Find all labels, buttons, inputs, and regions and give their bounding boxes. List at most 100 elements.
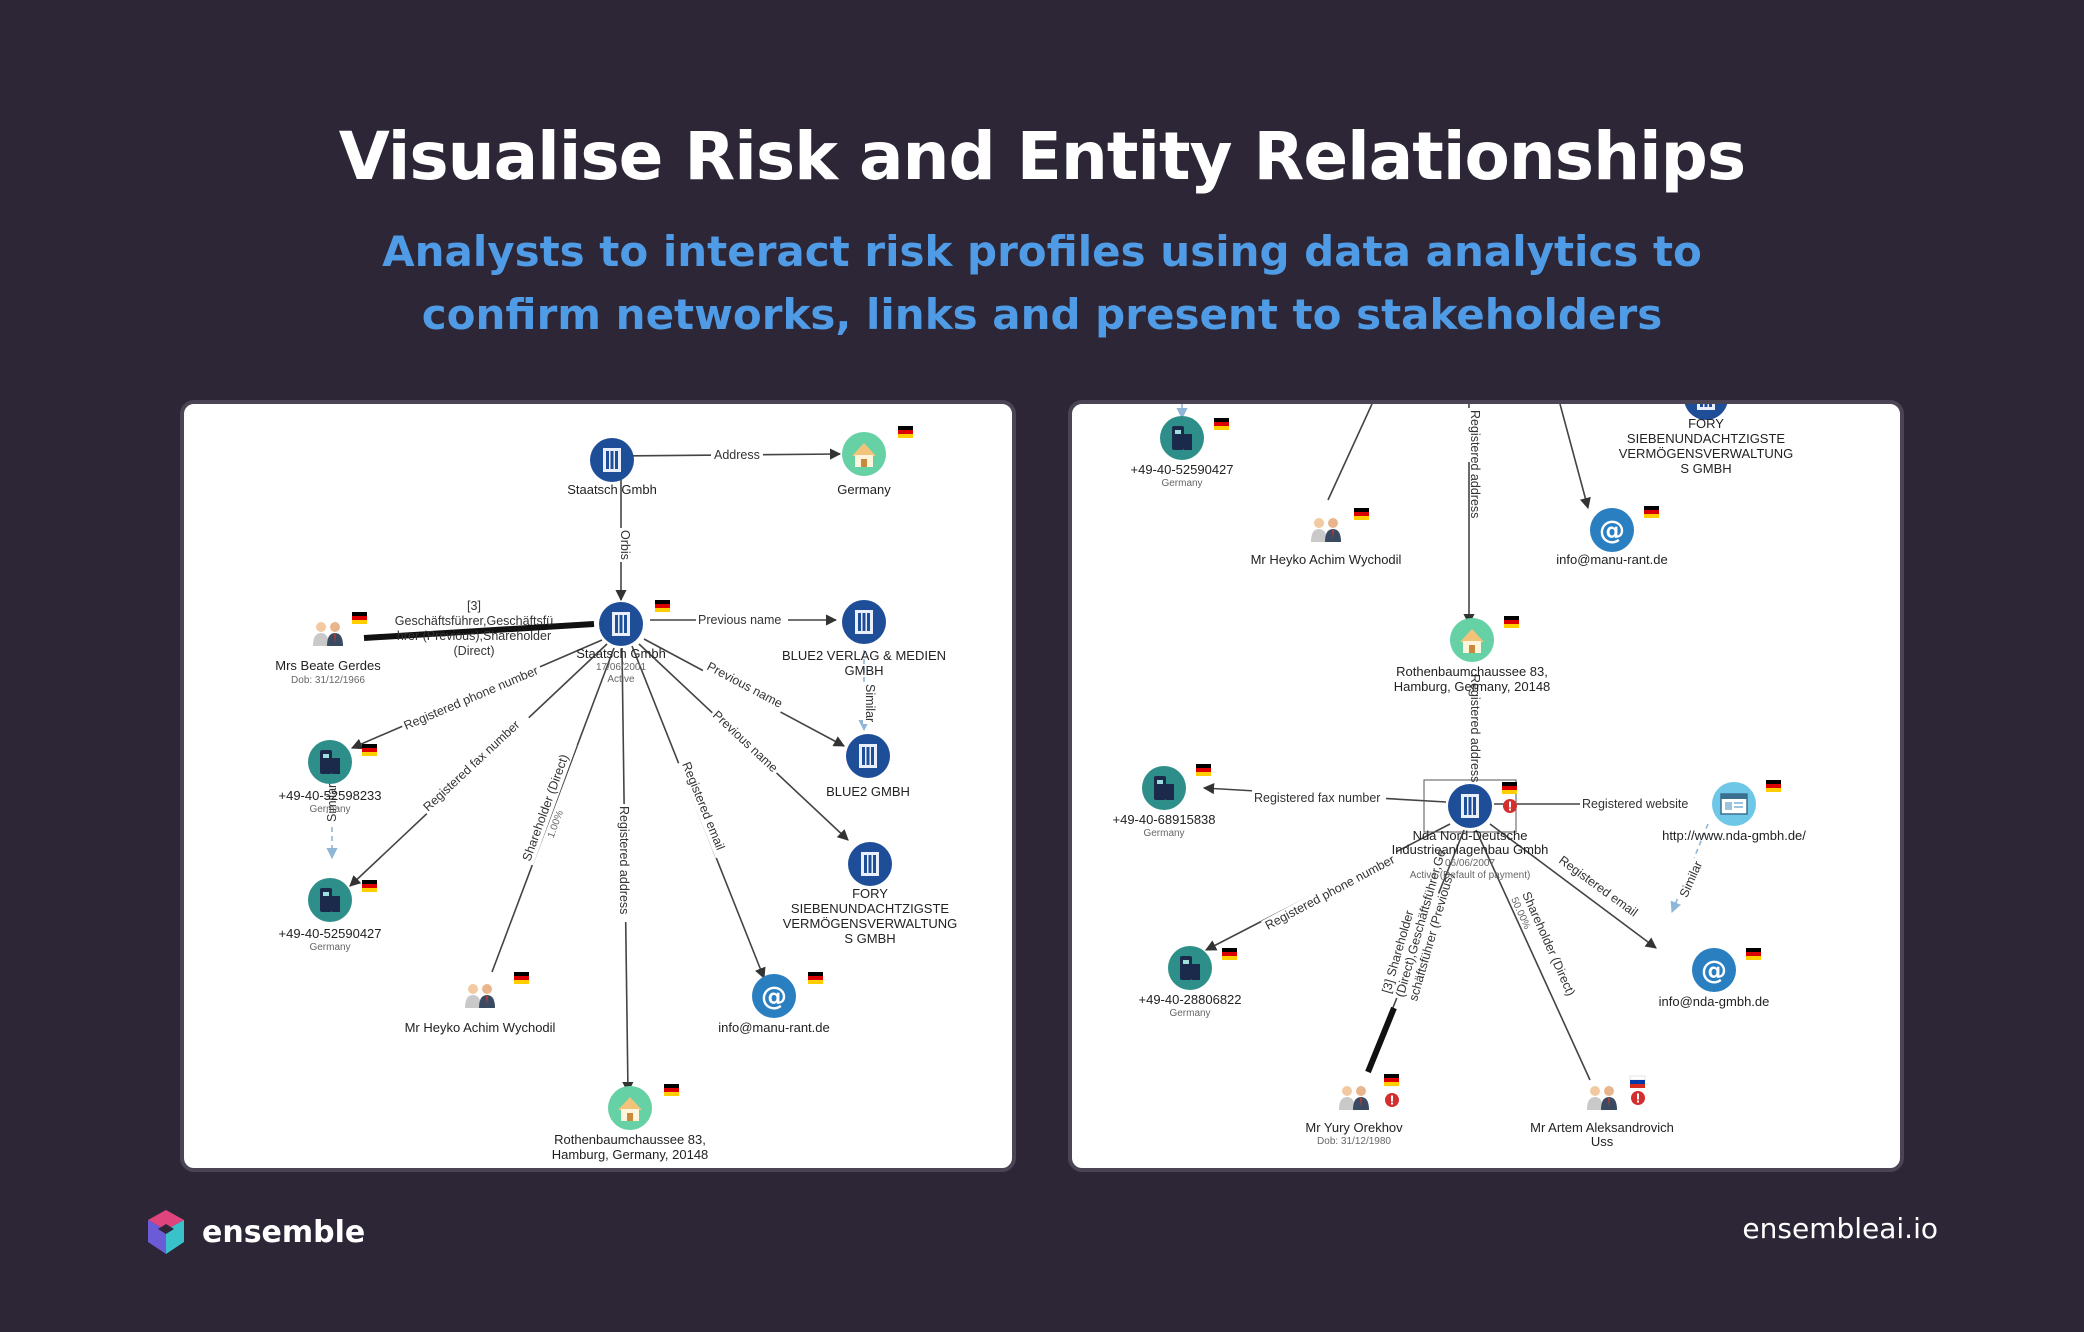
edge-label-similar-2: Similar	[325, 784, 339, 822]
network-graph-left[interactable]: Address Orbis [3] Geschäftsführer,Geschä…	[180, 400, 1016, 1172]
node-rothenbaum[interactable]: Rothenbaumchaussee 83, Hamburg, Germany,…	[552, 1084, 709, 1162]
svg-text:17/06/2001: 17/06/2001	[596, 662, 646, 673]
flag-de-icon	[664, 1084, 679, 1096]
node-fax[interactable]: +49-40-68915838 Germany	[1112, 764, 1216, 839]
svg-text:+49-40-52598233: +49-40-52598233	[278, 788, 381, 803]
flag-de-icon	[1766, 780, 1781, 792]
edge-label-reg-email: Registered email	[679, 760, 727, 852]
node-yury[interactable]: Mr Yury Orekhov Dob: 31/12/1980	[1305, 1074, 1403, 1147]
svg-text:info@manu-rant.de: info@manu-rant.de	[1556, 552, 1667, 567]
node-nda[interactable]: Nda Nord-Deutsche Industrieanlagenbau Gm…	[1392, 779, 1549, 881]
flag-de-icon	[898, 426, 913, 438]
edge-label-role-1: [3]	[467, 599, 481, 613]
svg-text:Active: Active	[607, 674, 635, 685]
flag-de-icon	[808, 972, 823, 984]
edges-right	[1176, 404, 1709, 1081]
risk-alert-icon	[1503, 799, 1517, 813]
node-email[interactable]: info@manu-rant.de	[718, 972, 830, 1035]
edge-label-reg-website: Registered website	[1582, 797, 1688, 811]
svg-text:BLUE2 VERLAG & MEDIEN: BLUE2 VERLAG & MEDIEN	[782, 648, 946, 663]
flag-de-icon	[655, 600, 670, 612]
risk-alert-icon	[1385, 1093, 1399, 1107]
svg-text:Germany: Germany	[1161, 478, 1202, 489]
svg-text:Hamburg, Germany, 20148: Hamburg, Germany, 20148	[1394, 679, 1551, 694]
svg-text:S GMBH: S GMBH	[1680, 461, 1731, 476]
svg-text:Industrieanlagenbau Gmbh: Industrieanlagenbau Gmbh	[1392, 842, 1549, 857]
svg-text:FORY: FORY	[852, 886, 888, 901]
flag-de-icon	[1354, 508, 1369, 520]
edge-label-reg-address-top: Registered address	[1468, 410, 1482, 518]
svg-text:Staatsch Gmbh: Staatsch Gmbh	[576, 646, 666, 661]
edge-label-reg-address: Registered address	[1468, 674, 1482, 782]
edge-label-previous-name-3: Previous name	[710, 708, 781, 775]
edge-label-previous-name-2: Previous name	[705, 659, 785, 711]
svg-text:FORY: FORY	[1688, 416, 1724, 431]
edge-label-similar: Similar	[1677, 859, 1705, 900]
flag-de-icon	[1384, 1074, 1399, 1086]
node-blue2-verlag[interactable]: BLUE2 VERLAG & MEDIEN GMBH	[782, 600, 946, 678]
flag-de-icon	[1196, 764, 1211, 776]
website-link[interactable]: ensembleai.io	[1742, 1212, 1938, 1245]
node-blue2[interactable]: BLUE2 GMBH	[826, 734, 910, 799]
svg-text:Germany: Germany	[1169, 1008, 1210, 1019]
node-rothenbaum[interactable]: Rothenbaumchaussee 83, Hamburg, Germany,…	[1394, 616, 1551, 694]
svg-text:Germany: Germany	[837, 482, 891, 497]
svg-text:Mr Heyko Achim Wychodil: Mr Heyko Achim Wychodil	[405, 1020, 556, 1035]
page-title: Visualise Risk and Entity Relationships	[338, 118, 1746, 195]
node-email-bottom[interactable]: info@nda-gmbh.de	[1659, 948, 1770, 1009]
node-fory[interactable]: FORY SIEBENUNDACHTZIGSTE VERMÖGENSVERWAL…	[1619, 404, 1794, 476]
node-heyko[interactable]: Mr Heyko Achim Wychodil	[405, 972, 556, 1035]
edge-label-orbis: Orbis	[618, 530, 632, 560]
flag-de-icon	[362, 744, 377, 756]
flag-ru-icon	[1629, 1075, 1646, 1089]
node-germany[interactable]: Germany	[837, 426, 913, 497]
svg-text:Staatsch Gmbh: Staatsch Gmbh	[567, 482, 657, 497]
svg-text:+49-40-28806822: +49-40-28806822	[1138, 992, 1241, 1007]
svg-text:Mrs Beate Gerdes: Mrs Beate Gerdes	[275, 658, 381, 673]
node-email-top[interactable]: info@manu-rant.de	[1556, 506, 1668, 567]
ensemble-logo-icon	[148, 1210, 184, 1254]
svg-text:Uss: Uss	[1591, 1134, 1614, 1149]
svg-text:VERMÖGENSVERWALTUNG: VERMÖGENSVERWALTUNG	[1619, 446, 1794, 461]
svg-text:GMBH: GMBH	[845, 663, 884, 678]
node-fory[interactable]: FORY SIEBENUNDACHTZIGSTE VERMÖGENSVERWAL…	[783, 842, 958, 946]
edge-reg-email	[1489, 823, 1657, 949]
svg-text:Mr Artem Aleksandrovich: Mr Artem Aleksandrovich	[1530, 1120, 1674, 1135]
flag-de-icon	[1214, 418, 1229, 430]
edge-label-role-4: (Direct)	[454, 644, 495, 658]
node-phone-bottom[interactable]: +49-40-28806822 Germany	[1138, 946, 1242, 1019]
flag-de-icon	[1504, 616, 1519, 628]
node-phone-top[interactable]: +49-40-52590427 Germany	[1130, 416, 1234, 489]
edge-label-reg-phone: Registered phone number	[1263, 852, 1397, 932]
svg-text:Rothenbaumchaussee 83,: Rothenbaumchaussee 83,	[1396, 664, 1548, 679]
brand-logo[interactable]: ensemble	[142, 1208, 365, 1256]
svg-text:VERMÖGENSVERWALTUNG: VERMÖGENSVERWALTUNG	[783, 916, 958, 931]
svg-text:http://www.nda-gmbh.de/: http://www.nda-gmbh.de/	[1662, 828, 1806, 843]
node-staatsch-top[interactable]: Staatsch Gmbh	[567, 438, 657, 497]
svg-text:Germany: Germany	[309, 804, 350, 815]
node-phone2[interactable]: +49-40-52590427 Germany	[278, 878, 382, 953]
svg-text:06/06/2007: 06/06/2007	[1445, 858, 1495, 869]
svg-text:BLUE2 GMBH: BLUE2 GMBH	[826, 784, 910, 799]
flag-de-icon	[514, 972, 529, 984]
node-website[interactable]: http://www.nda-gmbh.de/	[1662, 780, 1806, 843]
page-subtitle: Analysts to interact risk profiles using…	[382, 227, 1702, 339]
node-beate[interactable]: Mrs Beate Gerdes Dob: 31/12/1966	[275, 612, 381, 686]
edge-artem	[1475, 829, 1591, 1081]
edge-label-similar-1: Similar	[863, 684, 877, 722]
svg-text:Nda Nord-Deutsche: Nda Nord-Deutsche	[1413, 828, 1528, 843]
brand-name: ensemble	[202, 1214, 366, 1250]
svg-text:+49-40-68915838: +49-40-68915838	[1112, 812, 1215, 827]
node-phone1[interactable]: +49-40-52598233 Germany	[278, 740, 382, 815]
svg-text:Mr Heyko Achim Wychodil: Mr Heyko Achim Wychodil	[1251, 552, 1402, 567]
edge-label-shareholder: Shareholder (Direct)	[520, 752, 572, 863]
svg-text:info@nda-gmbh.de: info@nda-gmbh.de	[1659, 994, 1770, 1009]
node-staatsch-center[interactable]: Staatsch Gmbh 17/06/2001 Active	[576, 600, 670, 685]
network-graph-right[interactable]: Registered address Registered address Re…	[1068, 400, 1904, 1172]
edge-label-role-3: hrer (Previous),Shareholder	[397, 629, 551, 643]
node-heyko[interactable]: Mr Heyko Achim Wychodil	[1251, 508, 1402, 567]
flag-de-icon	[1746, 948, 1761, 960]
flag-de-icon	[362, 880, 377, 892]
flag-de-icon	[1644, 506, 1659, 518]
node-artem[interactable]: Mr Artem Aleksandrovich Uss	[1530, 1075, 1674, 1149]
